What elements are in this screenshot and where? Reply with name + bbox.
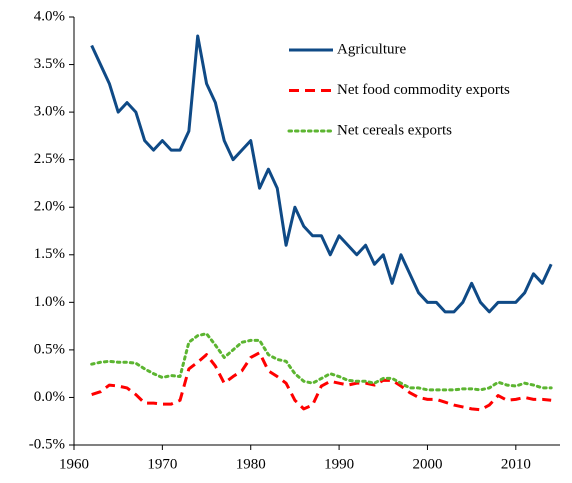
x-tick-label: 2010 <box>501 456 531 472</box>
y-tick-label: 2.0% <box>34 199 65 215</box>
legend-label: Net cereals exports <box>337 122 452 138</box>
y-tick-label: 3.5% <box>34 56 65 72</box>
y-tick-label: 0.5% <box>34 341 65 357</box>
legend-label: Agriculture <box>337 41 406 57</box>
y-tick-label: 0.0% <box>34 389 65 405</box>
y-tick-label: 1.5% <box>34 246 65 262</box>
series-line <box>90 332 553 392</box>
series-line <box>90 34 553 314</box>
y-tick-label: -0.5% <box>29 436 65 452</box>
y-tick-label: 4.0% <box>34 8 65 24</box>
y-tick-label: 1.0% <box>34 294 65 310</box>
y-tick-label: 2.5% <box>34 151 65 167</box>
legend-label: Net food commodity exports <box>337 82 510 98</box>
series-line <box>91 351 552 412</box>
x-tick-label: 1970 <box>147 456 177 472</box>
x-tick-label: 2000 <box>412 456 442 472</box>
x-tick-label: 1960 <box>59 456 89 472</box>
y-tick-label: 3.0% <box>34 104 65 120</box>
x-tick-label: 1990 <box>324 456 354 472</box>
x-tick-label: 1980 <box>236 456 266 472</box>
